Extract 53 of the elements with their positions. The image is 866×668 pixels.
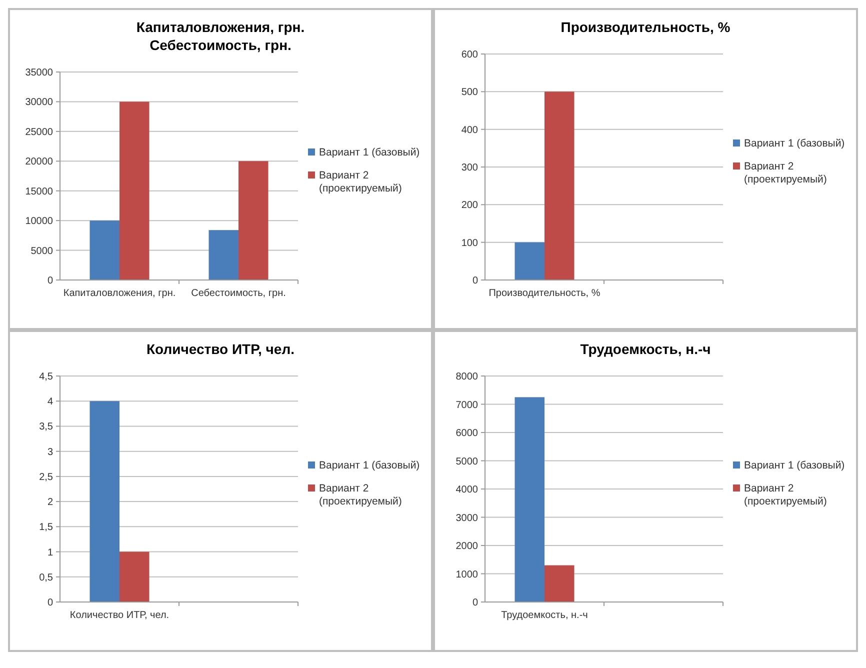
y-tick-label: 300 (461, 162, 478, 174)
chart-title: Производительность, % (560, 19, 731, 35)
legend-label: Вариант 1 (базовый) (744, 460, 845, 472)
chart-title: Количество ИТР, чел. (146, 341, 294, 357)
bar (208, 230, 238, 280)
bar (238, 161, 268, 280)
y-tick-label: 6000 (456, 428, 478, 439)
y-tick-label: 1 (47, 547, 54, 558)
y-tick-label: 5000 (456, 456, 478, 468)
x-tick-label: Капиталовложения, грн. (63, 288, 176, 299)
y-tick-label: 30000 (25, 97, 54, 108)
y-tick-label: 10000 (25, 216, 54, 228)
y-tick-label: 35000 (25, 68, 54, 78)
y-tick-label: 7000 (456, 400, 478, 411)
legend-label: Вариант 2 (проектируемый) (319, 170, 402, 194)
y-tick-label: 0 (472, 276, 478, 286)
y-tick-label: 500 (461, 87, 478, 98)
y-tick-label: 1,5 (39, 522, 54, 534)
legend-label: Вариант 1 (базовый) (744, 138, 845, 150)
y-tick-label: 200 (461, 200, 478, 212)
legend-label: Вариант 1 (базовый) (319, 460, 420, 472)
y-tick-label: 400 (461, 124, 478, 136)
y-tick-label: 2,5 (39, 472, 54, 483)
y-tick-label: 25000 (25, 126, 54, 138)
chart-title: Капиталовложения, грн. Себестоимость, грн. (136, 19, 305, 53)
y-tick-label: 600 (461, 50, 478, 60)
y-tick-label: 0 (47, 276, 54, 286)
bar (90, 220, 120, 280)
chart-title: Трудоемкость, н.-ч (580, 341, 711, 357)
y-tick-label: 4,5 (39, 372, 54, 382)
y-tick-label: 0,5 (39, 572, 54, 584)
y-tick-label: 3000 (456, 512, 478, 524)
legend-label: Вариант 2 (проектируемый) (744, 482, 827, 508)
y-tick-label: 20000 (25, 156, 54, 168)
y-tick-label: 15000 (25, 186, 54, 198)
y-tick-label: 4 (47, 396, 54, 408)
legend-label: Вариант 2 (проектируемый) (744, 160, 827, 186)
y-tick-label: 3 (47, 446, 54, 458)
bar (120, 102, 150, 280)
y-tick-label: 4000 (456, 484, 478, 496)
y-tick-label: 8000 (456, 372, 478, 382)
y-tick-label: 0 (472, 598, 478, 608)
y-tick-label: 0 (47, 598, 54, 608)
y-tick-label: 5000 (30, 246, 54, 257)
legend-label: Вариант 2 (проектируемый) (319, 482, 402, 508)
y-tick-label: 1000 (456, 569, 478, 580)
y-tick-label: 100 (461, 238, 478, 249)
y-tick-label: 2000 (456, 541, 478, 552)
y-tick-label: 3,5 (39, 422, 54, 433)
x-tick-label: Производительность, % (488, 288, 600, 299)
legend-label: Вариант 1 (базовый) (319, 146, 420, 158)
y-tick-label: 2 (47, 497, 54, 508)
x-tick-label: Себестоимость, грн. (191, 288, 286, 299)
